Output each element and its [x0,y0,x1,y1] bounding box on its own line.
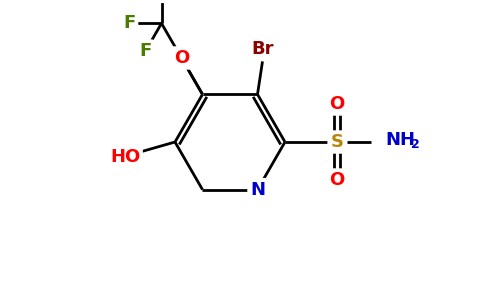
Text: O: O [330,171,345,189]
Text: F: F [139,42,151,60]
Text: 2: 2 [411,139,420,152]
Text: NH: NH [385,131,415,149]
Text: O: O [330,95,345,113]
Text: O: O [174,49,189,67]
Text: S: S [331,133,344,151]
Text: F: F [123,14,136,32]
Text: N: N [250,181,265,199]
Text: HO: HO [110,148,140,166]
Text: Br: Br [251,40,274,58]
